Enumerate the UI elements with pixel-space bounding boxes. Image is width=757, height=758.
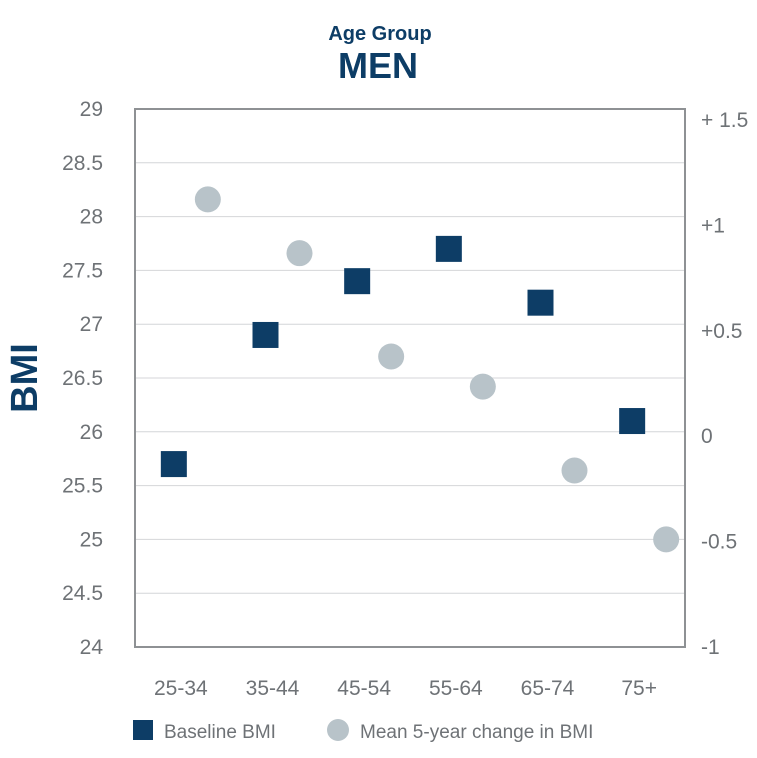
y-tick-label: 24.5 bbox=[62, 582, 103, 605]
x-tick-label: 25-34 bbox=[154, 677, 208, 700]
plot-frame bbox=[134, 108, 686, 648]
y-tick-label: 25.5 bbox=[62, 475, 103, 498]
y-tick-label: 28 bbox=[80, 206, 103, 229]
baseline-bmi-marker bbox=[252, 321, 279, 348]
y-tick-label: 28.5 bbox=[62, 152, 103, 175]
bmi-change-marker bbox=[653, 526, 680, 553]
x-tick-label: 35-44 bbox=[246, 677, 300, 700]
bmi-change-marker bbox=[286, 240, 313, 267]
legend: Baseline BMI Mean 5-year change in BMI bbox=[133, 719, 593, 743]
legend-circle-icon bbox=[327, 719, 349, 741]
chart-title: MEN bbox=[338, 45, 418, 86]
bmi-change-marker bbox=[378, 343, 405, 370]
y-tick-label: 25 bbox=[80, 528, 103, 551]
legend-square-icon bbox=[133, 720, 153, 740]
y-tick-label: 26 bbox=[80, 421, 103, 444]
chart-subtitle: Age Group bbox=[328, 23, 431, 45]
y2-tick-label: +0.5 bbox=[701, 320, 742, 343]
legend-label-change: Mean 5-year change in BMI bbox=[360, 722, 593, 743]
legend-label-baseline: Baseline BMI bbox=[164, 722, 276, 743]
y-tick-label: 24 bbox=[80, 636, 104, 659]
baseline-bmi-marker bbox=[160, 451, 187, 478]
y2-tick-label: -1 bbox=[701, 636, 720, 659]
baseline-bmi-marker bbox=[344, 268, 371, 295]
y-tick-label: 27 bbox=[80, 313, 103, 336]
y-tick-label: 26.5 bbox=[62, 367, 103, 390]
x-tick-label: 55-64 bbox=[429, 677, 483, 700]
bmi-change-marker bbox=[469, 373, 496, 400]
y2-tick-label: +1 bbox=[701, 214, 725, 237]
baseline-bmi-marker bbox=[435, 235, 462, 262]
baseline-bmi-marker bbox=[527, 289, 554, 316]
x-tick-label: 45-54 bbox=[337, 677, 391, 700]
bmi-change-marker bbox=[194, 186, 221, 213]
y-tick-label: 29 bbox=[80, 98, 103, 121]
x-tick-label: 65-74 bbox=[521, 677, 575, 700]
y2-tick-label: -0.5 bbox=[701, 531, 737, 554]
y2-tick-label: + 1.5 bbox=[701, 109, 748, 132]
y2-tick-label: 0 bbox=[701, 425, 713, 448]
baseline-bmi-marker bbox=[619, 408, 646, 435]
y-tick-label: 27.5 bbox=[62, 259, 103, 282]
x-tick-label: 75+ bbox=[621, 677, 657, 700]
bmi-change-marker bbox=[561, 457, 588, 484]
y-axis-label: BMI bbox=[4, 343, 46, 413]
